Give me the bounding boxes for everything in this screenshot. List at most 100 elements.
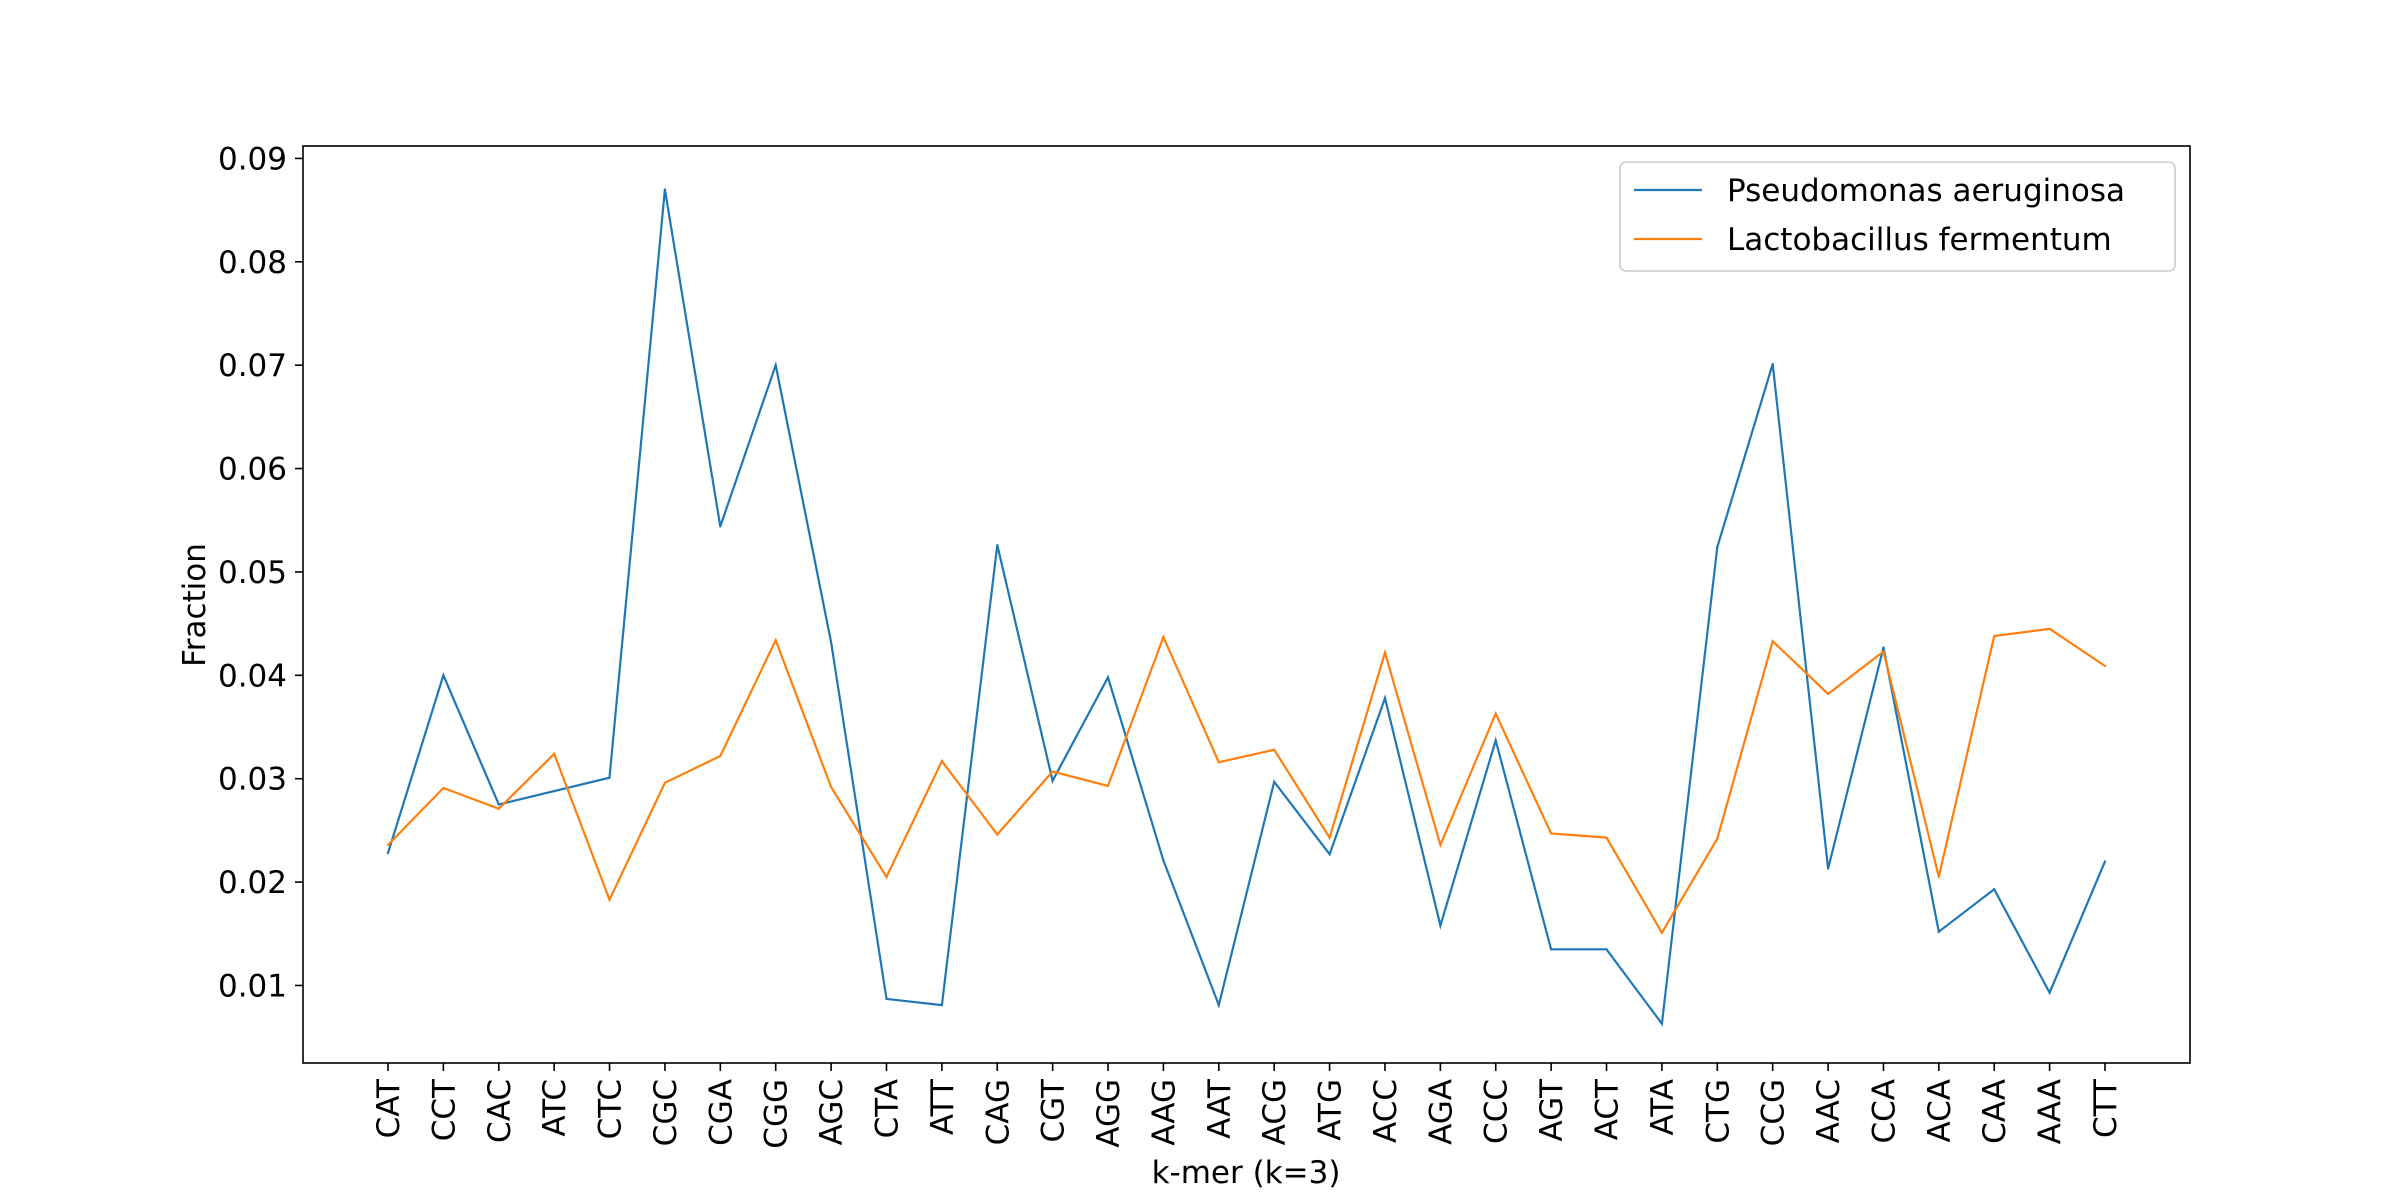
data-point <box>885 875 888 879</box>
x-tick-label: CGA <box>703 1079 739 1146</box>
x-tick-label: CTC <box>593 1079 629 1139</box>
data-point <box>1716 837 1719 840</box>
series-line <box>387 627 2106 935</box>
x-axis: CAT CCT CAC ATC CTC CGC CGA CGG AGC CTA ATT CAG CGT A… <box>371 1063 2124 1149</box>
data-point <box>442 674 445 677</box>
data-point <box>2048 627 2051 630</box>
data-point <box>2103 860 2107 863</box>
data-point <box>553 752 556 756</box>
x-tick-label: ACG <box>1257 1079 1293 1145</box>
data-point <box>1494 712 1497 715</box>
data-point <box>1937 930 1940 933</box>
x-tick-label: AAG <box>1146 1079 1182 1146</box>
legend-label-pseudomonas: Pseudomonas aeruginosa <box>1727 173 2125 209</box>
data-point <box>1162 636 1165 639</box>
data-point <box>1716 546 1719 549</box>
data-point <box>608 898 611 901</box>
x-tick-label: AGA <box>1423 1079 1459 1145</box>
data-point <box>1383 697 1387 700</box>
y-tick-label: 0.07 <box>218 348 287 384</box>
x-tick-label: ATA <box>1645 1079 1681 1136</box>
x-tick-label: AAT <box>1202 1078 1238 1139</box>
data-point <box>1605 948 1608 951</box>
x-axis-title: k-mer (k=3) <box>1152 1155 1341 1191</box>
data-point <box>774 364 777 367</box>
data-point <box>1550 948 1553 951</box>
data-point <box>497 807 500 810</box>
plot-area-frame <box>302 145 2191 1064</box>
data-point <box>608 776 611 779</box>
data-point <box>1439 924 1442 927</box>
x-tick-label: CCT <box>426 1078 462 1141</box>
y-tick-label: 0.02 <box>218 865 287 901</box>
data-point <box>1494 739 1497 742</box>
x-tick-label: AAC <box>1811 1079 1847 1143</box>
data-point <box>497 803 500 806</box>
legend-label-lactobacillus: Lactobacillus fermentum <box>1727 222 2112 258</box>
data-point <box>940 760 944 763</box>
data-point <box>553 790 556 793</box>
data-point <box>1993 888 1996 891</box>
x-tick-label: CGG <box>759 1079 795 1149</box>
data-point <box>1827 867 1830 870</box>
data-point <box>2048 991 2051 994</box>
data-point <box>1328 853 1331 856</box>
data-point <box>1383 651 1387 654</box>
x-tick-label: ACT <box>1590 1078 1626 1140</box>
data-point <box>1993 634 1996 638</box>
x-tick-label: CAG <box>980 1079 1016 1145</box>
data-point <box>663 781 667 784</box>
x-tick-label: AGC <box>814 1079 850 1145</box>
y-tick-label: 0.01 <box>218 968 287 1004</box>
y-axis-title: Fraction <box>177 543 213 667</box>
y-tick-label: 0.04 <box>218 658 287 694</box>
data-point <box>830 785 833 789</box>
data-point <box>885 997 888 1001</box>
series-0 <box>386 188 2107 1027</box>
x-tick-label: CCG <box>1756 1079 1792 1146</box>
x-tick-label: CGT <box>1036 1078 1072 1143</box>
series-1 <box>386 627 2107 935</box>
data-point <box>663 188 667 191</box>
x-tick-label: AAA <box>2033 1079 2069 1144</box>
data-point <box>1882 646 1885 649</box>
x-tick-label: CAA <box>1977 1079 2013 1144</box>
data-point <box>1439 843 1442 847</box>
y-tick-label: 0.05 <box>218 555 287 591</box>
data-point <box>1217 1004 1220 1007</box>
data-point <box>1550 832 1553 835</box>
data-point <box>1882 650 1885 653</box>
data-point <box>1162 859 1165 862</box>
x-tick-label: CCC <box>1479 1079 1515 1144</box>
series-layer <box>386 188 2107 1027</box>
x-tick-label: ATG <box>1313 1079 1349 1141</box>
data-point <box>1273 780 1276 783</box>
y-tick-label: 0.08 <box>218 245 287 281</box>
data-point <box>1051 779 1054 782</box>
data-point <box>1660 1022 1663 1025</box>
legend: Pseudomonas aeruginosa Lactobacillus fer… <box>1619 161 2176 272</box>
data-point <box>1328 836 1331 839</box>
data-point <box>1827 692 1830 696</box>
data-point <box>830 641 833 644</box>
data-point <box>1217 761 1220 764</box>
data-point <box>386 852 390 855</box>
y-tick-label: 0.09 <box>218 141 287 177</box>
legend-frame <box>1619 161 2176 272</box>
x-tick-label: CTA <box>869 1079 905 1138</box>
x-tick-label: AGG <box>1091 1079 1127 1148</box>
data-point <box>774 639 777 642</box>
data-point <box>442 786 445 790</box>
series-line <box>386 189 2107 1027</box>
y-tick-label: 0.06 <box>218 452 287 488</box>
data-point <box>1937 875 1940 879</box>
data-point <box>1605 836 1608 839</box>
data-point <box>2103 664 2107 668</box>
data-point <box>996 544 999 547</box>
data-point <box>996 833 999 836</box>
x-tick-label: CAT <box>371 1078 407 1138</box>
y-tick-label: 0.03 <box>218 762 287 798</box>
x-tick-label: CTG <box>1700 1079 1736 1144</box>
data-point <box>1051 770 1054 773</box>
